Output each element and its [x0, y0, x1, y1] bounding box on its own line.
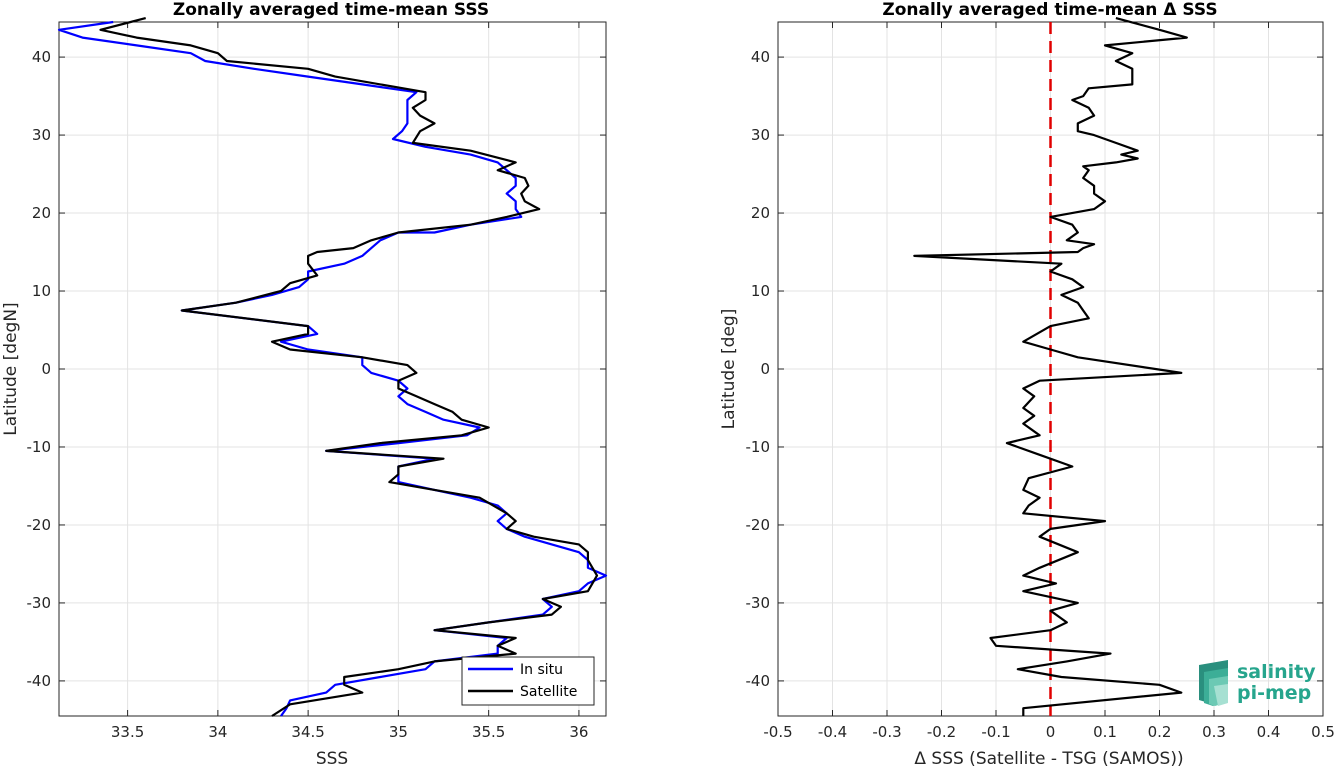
delta-sss-xtick-label: 0.1	[1093, 723, 1117, 741]
delta-sss-series-line	[913, 17, 1188, 716]
delta-sss-ytick-label: 40	[751, 48, 770, 66]
sss-ytick-label: -20	[27, 516, 52, 534]
sss-ytick-label: -30	[27, 594, 52, 612]
satellite-series-line	[99, 17, 599, 717]
sss-ytick-label: 20	[32, 204, 51, 222]
delta-sss-xtick-label: 0.4	[1257, 723, 1281, 741]
delta-sss-ytick-label: 20	[751, 204, 770, 222]
sss-xtick-label: 34	[208, 723, 227, 741]
delta-sss-xtick-label: 0.3	[1202, 723, 1226, 741]
delta-sss-xtick-label: -0.4	[818, 723, 847, 741]
logo-line1: salinity	[1237, 661, 1316, 683]
delta-sss-ytick-label: -10	[746, 438, 771, 456]
sss-ytick-label: 40	[32, 48, 51, 66]
delta-sss-xtick-label: 0	[1046, 723, 1056, 741]
sss-ytick-label: 30	[32, 126, 51, 144]
delta-sss-ytick-label: -30	[746, 594, 771, 612]
delta-sss-panel-title: Zonally averaged time-mean Δ SSS	[882, 0, 1217, 20]
sss-panel-grid	[59, 22, 606, 716]
sss-ytick-label: -40	[27, 672, 52, 690]
delta-sss-ylabel: Latitude [deg]	[719, 309, 739, 430]
sss-xtick-label: 35.5	[472, 723, 505, 741]
delta-sss-ytick-label: -20	[746, 516, 771, 534]
legend-label-in-situ: In situ	[520, 662, 563, 678]
sss-xtick-label: 36	[569, 723, 588, 741]
delta-sss-ytick-label: 10	[751, 282, 770, 300]
sss-panel-ticks: 33.5 34 34.5 35 35.5 36 -40 -30 -20 -10 0 10 20 30 40	[27, 22, 606, 741]
sss-ylabel: Latitude [degN]	[1, 302, 21, 435]
delta-sss-xtick-label: -0.1	[981, 723, 1010, 741]
delta-sss-panel: Zonally averaged time-mean Δ SSS -0.5 -0.…	[719, 0, 1335, 769]
delta-sss-xtick-label: -0.5	[763, 723, 792, 741]
delta-sss-panel-ticks: -0.5 -0.4 -0.3 -0.2 -0.1 0 0.1 0.2 0.3 0.4 0.5 -40 -…	[746, 22, 1335, 741]
sss-xlabel: SSS	[316, 749, 348, 769]
sss-ytick-label: -10	[27, 438, 52, 456]
salinity-pi-mep-logo: salinity pi-mep	[1199, 660, 1316, 706]
delta-sss-xlabel: Δ SSS (Satellite - TSG (SAMOS))	[914, 749, 1183, 769]
delta-sss-xtick-label: 0.2	[1148, 723, 1172, 741]
logo-wave-icon	[1199, 660, 1228, 706]
delta-sss-xtick-label: -0.3	[872, 723, 901, 741]
sss-ytick-label: 10	[32, 282, 51, 300]
delta-sss-panel-series	[913, 17, 1188, 716]
sss-panel-series	[57, 17, 608, 717]
logo-line2: pi-mep	[1237, 682, 1311, 704]
sss-xtick-label: 33.5	[111, 723, 144, 741]
legend-box	[461, 656, 595, 706]
delta-sss-xtick-label: 0.5	[1311, 723, 1335, 741]
delta-sss-ytick-label: -40	[746, 672, 771, 690]
sss-xtick-label: 34.5	[291, 723, 324, 741]
legend-label-satellite: Satellite	[520, 684, 577, 700]
delta-sss-ytick-label: 30	[751, 126, 770, 144]
sss-ytick-label: 0	[41, 360, 51, 378]
delta-sss-xtick-label: -0.2	[927, 723, 956, 741]
sss-xtick-label: 35	[389, 723, 408, 741]
delta-sss-ytick-label: 0	[760, 360, 770, 378]
legend: In situ Satellite	[461, 656, 595, 706]
sss-panel-title: Zonally averaged time-mean SSS	[173, 0, 489, 20]
sss-panel: Zonally averaged time-mean SSS 33.5 34 34.…	[1, 0, 608, 769]
